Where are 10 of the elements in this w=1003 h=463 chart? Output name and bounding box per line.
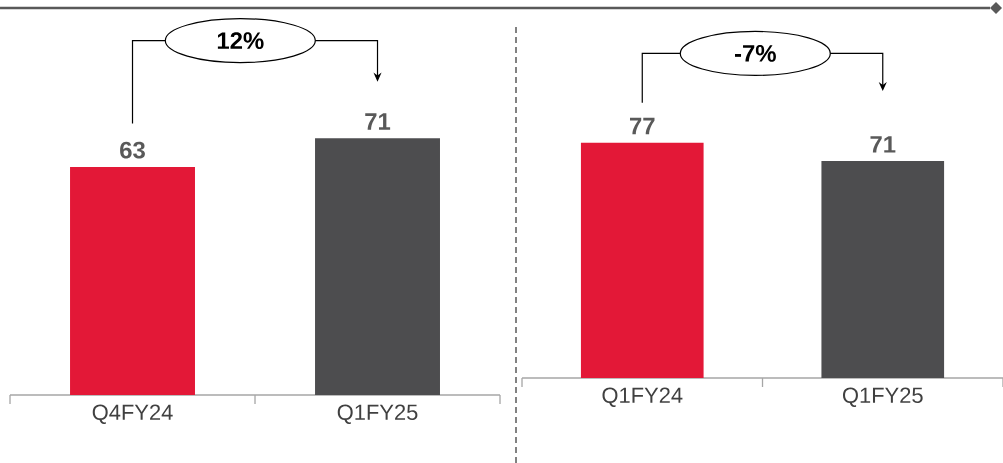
x-tick-label: Q1FY25 bbox=[842, 387, 923, 407]
x-tick-label: Q1FY24 bbox=[602, 387, 683, 407]
data-label: 71 bbox=[365, 113, 391, 130]
data-label: 71 bbox=[870, 136, 896, 153]
data-label: 63 bbox=[120, 141, 145, 159]
x-tick-label: Q4FY24 bbox=[92, 404, 173, 424]
text: 12% bbox=[217, 32, 264, 50]
text: -7% bbox=[734, 44, 776, 62]
x-tick-label: Q1FY25 bbox=[337, 404, 418, 424]
data-label: 77 bbox=[629, 117, 655, 135]
